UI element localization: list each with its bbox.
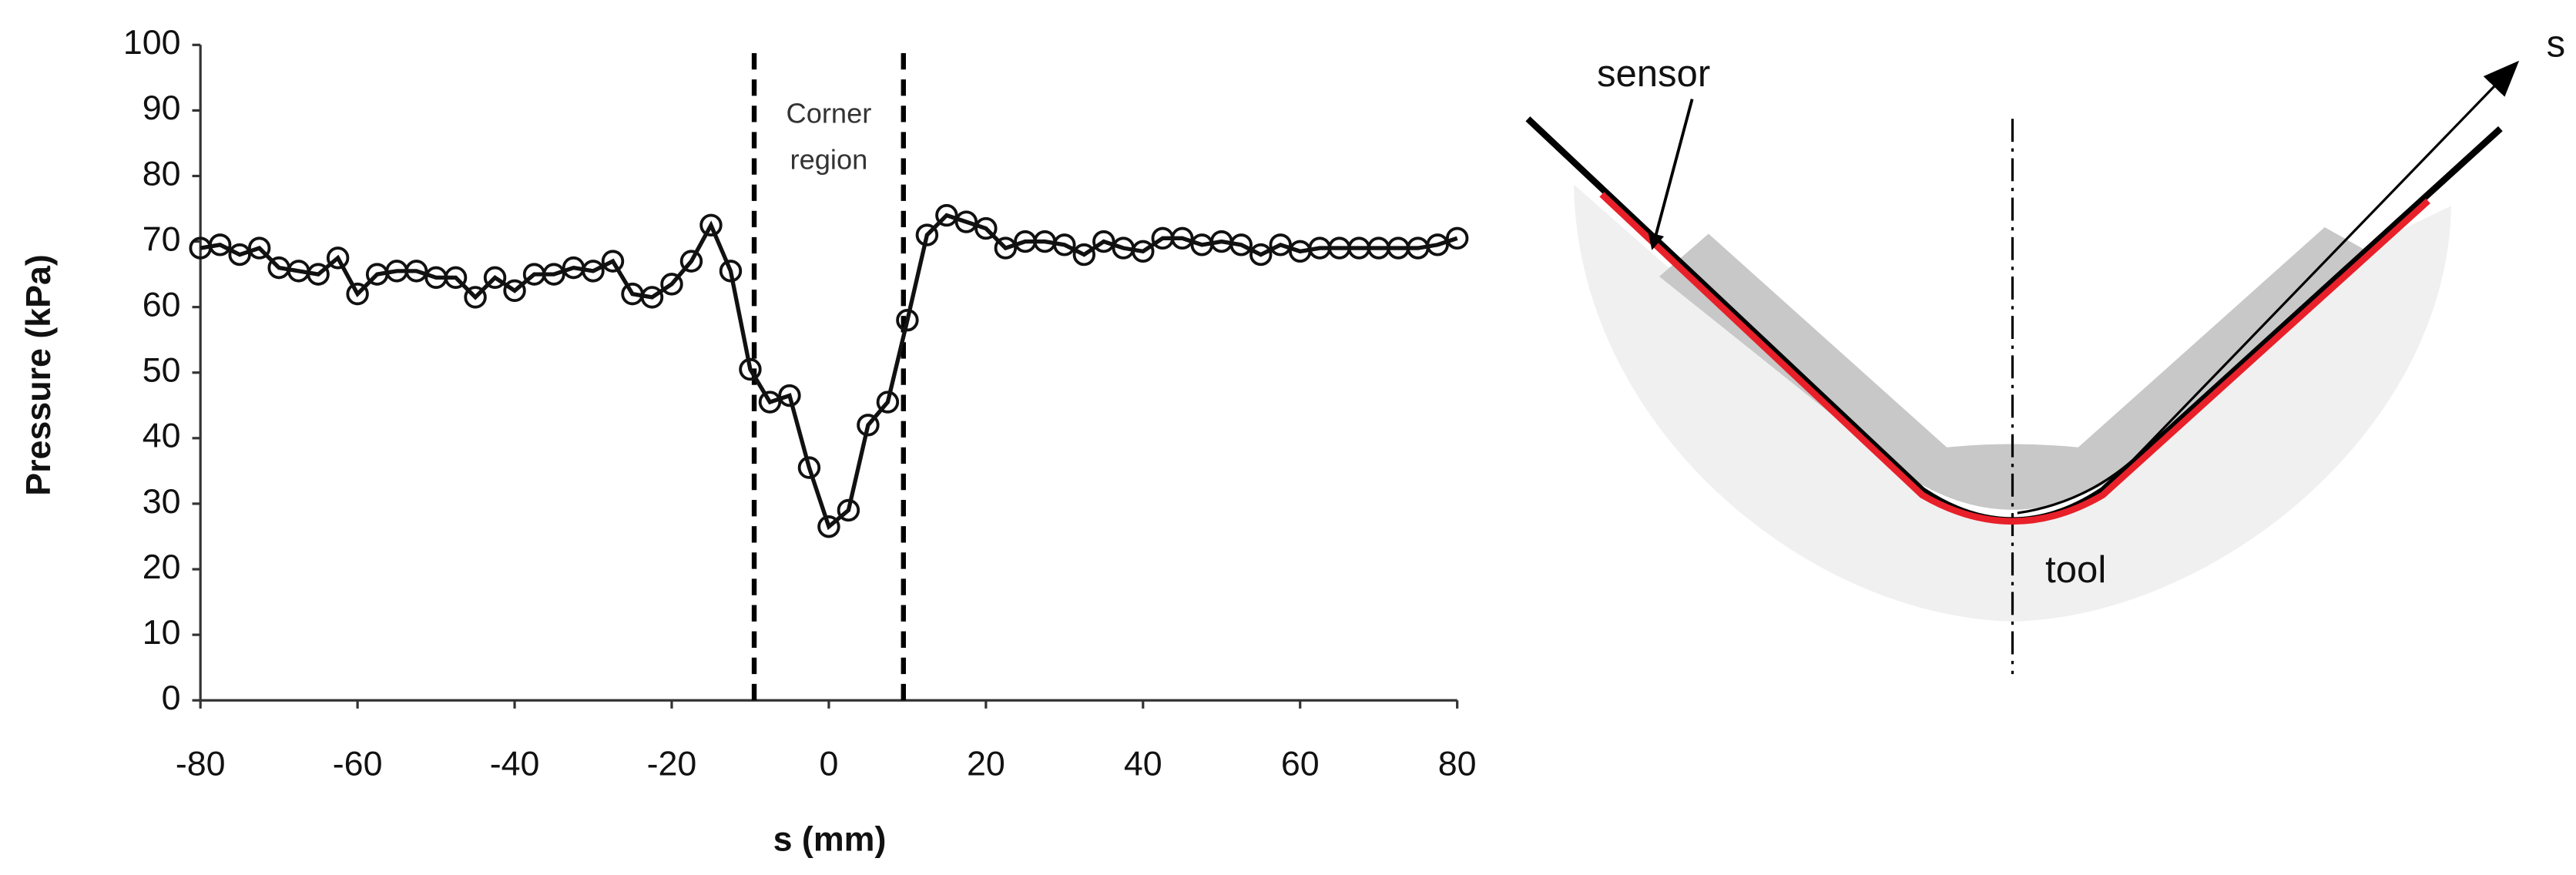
y-tick-label: 30 bbox=[143, 482, 181, 521]
data-point bbox=[699, 213, 723, 237]
tool-label: tool bbox=[2045, 549, 2106, 591]
tool-region bbox=[1574, 184, 2451, 622]
x-tick-label: -20 bbox=[647, 744, 697, 783]
data-point bbox=[974, 216, 998, 240]
data-point bbox=[444, 266, 468, 290]
data-point bbox=[228, 243, 251, 267]
data-point bbox=[778, 384, 801, 407]
chart: Pressure (kPa) s (mm) 0 10 20 30 40 50 60 70 80 9… bbox=[19, 23, 1476, 858]
s-axis bbox=[2017, 60, 2520, 515]
data-point bbox=[817, 515, 840, 538]
y-tick-label: 100 bbox=[123, 23, 181, 62]
data-point bbox=[915, 223, 939, 246]
annotation: Corner bbox=[787, 98, 872, 129]
x-tick-label: -60 bbox=[333, 744, 383, 783]
data-point bbox=[601, 250, 625, 273]
y-tick-label: 10 bbox=[143, 613, 181, 652]
y-tick-label: 50 bbox=[143, 351, 181, 390]
data-point bbox=[640, 286, 664, 309]
data-point bbox=[307, 263, 330, 286]
data-point bbox=[326, 246, 350, 270]
data-point bbox=[994, 236, 1018, 260]
data-point bbox=[857, 414, 880, 437]
sensor-arrow bbox=[1648, 99, 1694, 250]
data-point bbox=[719, 260, 743, 283]
data-point bbox=[1072, 243, 1096, 267]
data-point bbox=[1053, 233, 1076, 256]
x-tick-label: -80 bbox=[176, 744, 226, 783]
data-point bbox=[935, 203, 958, 227]
data-point bbox=[660, 273, 683, 296]
x-axis-title: s (mm) bbox=[773, 820, 887, 858]
y-tick-label: 90 bbox=[143, 89, 181, 127]
annotation: region bbox=[790, 143, 868, 175]
data-point bbox=[1445, 226, 1469, 250]
data-point bbox=[582, 260, 605, 283]
data-point bbox=[208, 233, 232, 256]
data-point bbox=[896, 308, 919, 332]
data-point bbox=[797, 456, 821, 479]
data-point bbox=[346, 282, 369, 306]
y-tick-label: 0 bbox=[162, 679, 181, 717]
data-point bbox=[1092, 230, 1115, 253]
y-tick-label: 40 bbox=[143, 417, 181, 455]
x-tick-label: 40 bbox=[1124, 744, 1162, 783]
data-point bbox=[954, 210, 978, 233]
y-tick-label: 20 bbox=[143, 548, 181, 586]
data-point bbox=[679, 250, 703, 273]
data-point bbox=[247, 236, 271, 260]
sensor-label: sensor bbox=[1597, 53, 1710, 95]
data-point bbox=[1426, 233, 1449, 256]
data-point bbox=[464, 286, 487, 309]
data-point bbox=[739, 357, 762, 381]
sensor-line bbox=[1599, 192, 2430, 525]
diagram: sensor tool s bbox=[1525, 23, 2566, 675]
x-tick-label: 80 bbox=[1438, 744, 1477, 783]
x-tick-label: 20 bbox=[967, 744, 1005, 783]
y-axis-title: Pressure (kPa) bbox=[19, 254, 58, 496]
y-tick-label: 60 bbox=[143, 285, 181, 324]
data-point bbox=[1249, 243, 1273, 267]
x-tick-label: 0 bbox=[819, 744, 838, 783]
data-point bbox=[837, 498, 860, 522]
data-point bbox=[1269, 233, 1292, 256]
y-tick-label: 70 bbox=[143, 220, 181, 258]
data-point bbox=[876, 391, 900, 414]
s-label: s bbox=[2547, 23, 2566, 65]
data-point bbox=[758, 391, 782, 414]
data-point bbox=[503, 279, 526, 303]
x-tick-label: 60 bbox=[1281, 744, 1320, 783]
x-tick-label: -40 bbox=[490, 744, 540, 783]
data-point bbox=[1171, 226, 1194, 250]
data-point bbox=[404, 260, 428, 283]
data-point bbox=[483, 266, 507, 290]
y-tick-label: 80 bbox=[143, 154, 181, 193]
data-point bbox=[542, 263, 565, 286]
data-point bbox=[1229, 233, 1253, 256]
data-line bbox=[200, 213, 1458, 531]
data-point bbox=[1132, 240, 1155, 263]
